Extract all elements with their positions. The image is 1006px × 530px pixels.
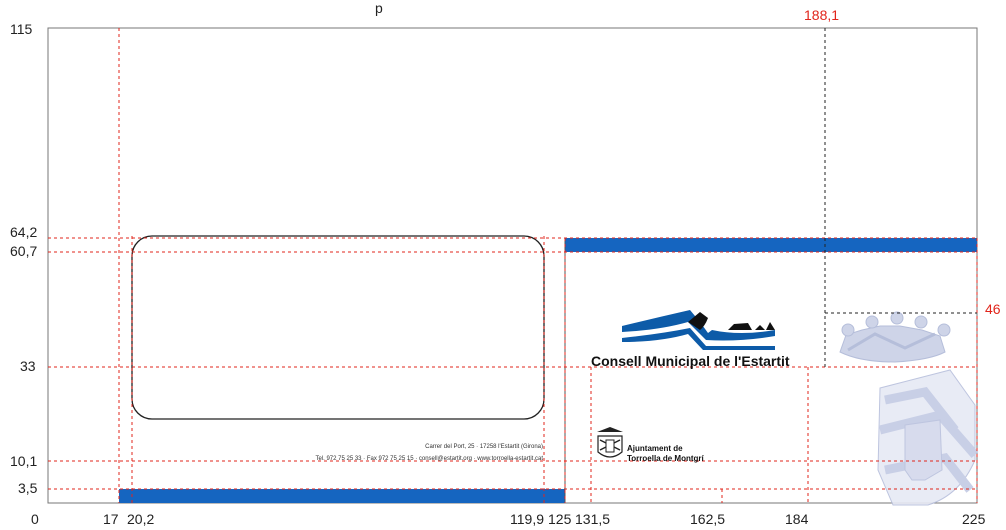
top-blue-band	[565, 238, 977, 252]
top-center-label: p	[375, 0, 383, 16]
vertical-guides	[118, 28, 978, 503]
y-label-3-5: 3,5	[18, 480, 38, 496]
x-label-184: 184	[785, 511, 809, 527]
brand-name: Consell Municipal de l'Estartit	[591, 353, 790, 369]
municipal-shield-icon	[597, 427, 623, 458]
envelope-outline	[47, 27, 978, 504]
x-label-17: 17	[103, 511, 119, 527]
y-label-115: 115	[10, 21, 33, 37]
x-label-131-5: 131,5	[575, 511, 610, 527]
y-label-33: 33	[20, 358, 36, 374]
x-label-225: 225	[962, 511, 986, 527]
y-label-60-7: 60,7	[10, 243, 37, 259]
address-line2: Tel. 972 75 25 33 · Fax 972 75 25 15 · c…	[315, 456, 543, 462]
ajuntament-line2: Torroella de Montgrí	[627, 454, 705, 463]
y-label-10-1: 10,1	[10, 453, 37, 469]
ajuntament-line1: Ajuntament de	[627, 444, 683, 453]
x-label-188-1: 188,1	[804, 7, 839, 23]
horizontal-guides	[48, 237, 977, 490]
mountain-waves-logo	[622, 310, 775, 350]
address-window	[131, 235, 545, 420]
address-line1: Carrer del Port, 25 · 17258 l'Estartit (…	[425, 444, 543, 450]
crest-guides	[824, 28, 977, 367]
x-label-0: 0	[31, 511, 39, 527]
y-label-46: 46	[985, 301, 1001, 317]
x-label-119-9: 119,9	[510, 511, 544, 527]
bottom-blue-band	[119, 489, 565, 503]
y-label-64-2: 64,2	[10, 224, 37, 240]
x-label-125: 125	[548, 511, 572, 527]
x-label-20-2: 20,2	[127, 511, 154, 527]
x-label-162-5: 162,5	[690, 511, 725, 527]
town-crown-crest	[839, 311, 979, 506]
